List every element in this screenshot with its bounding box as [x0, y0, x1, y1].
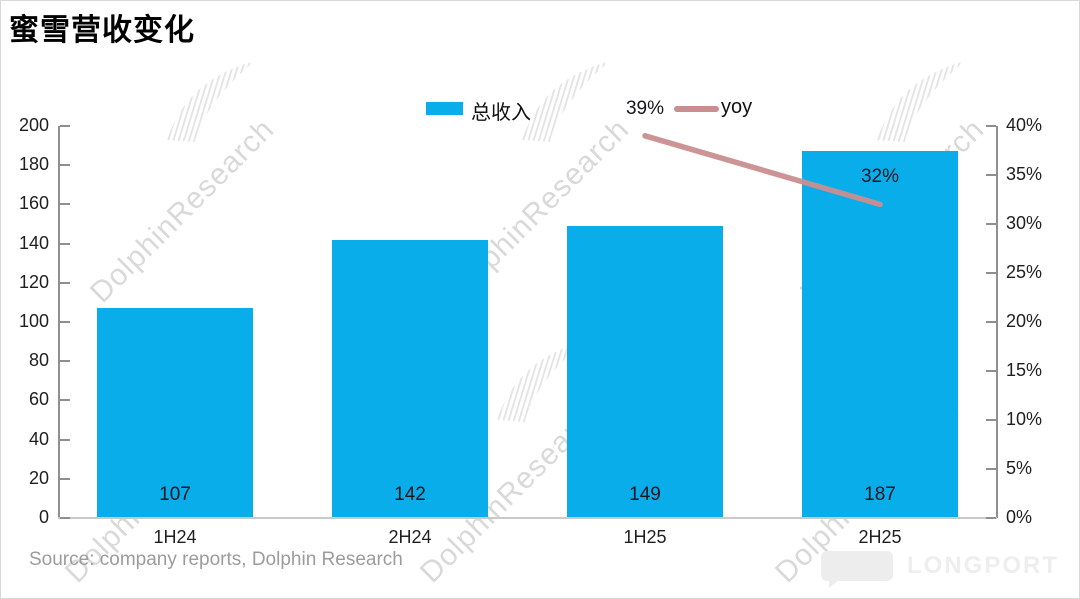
left-axis-tick	[60, 164, 70, 167]
left-axis-tick	[60, 203, 70, 206]
right-axis-tick-label: 35%	[1006, 164, 1043, 184]
left-axis-tick-label: 200	[18, 115, 49, 135]
bar-value-label: 142	[394, 484, 426, 505]
right-axis-tick-label: 10%	[1006, 409, 1043, 429]
left-axis-tick-label: 0	[38, 507, 49, 527]
left-axis-tick	[60, 438, 70, 441]
left-axis-tick-label: 100	[18, 311, 49, 331]
left-axis-tick-label: 120	[18, 271, 49, 292]
right-axis-tick-label: 30%	[1006, 213, 1043, 233]
x-axis-line	[58, 517, 997, 519]
right-axis-tick	[986, 419, 996, 421]
right-axis-tick-label: 25%	[1006, 262, 1043, 282]
legend-label-yoy: yoy	[721, 96, 753, 118]
bar-2H24	[332, 239, 488, 517]
bar-value-label: 107	[159, 484, 191, 505]
right-axis-tick-label: 0%	[1006, 507, 1033, 527]
right-axis-line	[996, 126, 998, 518]
left-axis-line	[58, 126, 60, 518]
x-axis-category-label: 1H24	[153, 527, 197, 547]
right-axis-tick-label: 5%	[1006, 458, 1033, 478]
right-axis-tick	[986, 468, 996, 470]
chart-title: 蜜雪营收变化	[9, 14, 195, 47]
x-axis-category-label: 1H25	[623, 527, 667, 547]
left-axis-tick-label: 60	[28, 389, 49, 410]
left-axis-tick	[60, 125, 70, 127]
longport-wordmark: LONGPORT	[907, 552, 1059, 579]
brand-logo: LONGPORT	[821, 551, 1059, 588]
bar-value-label: 187	[864, 484, 896, 505]
legend-bar-swatch-icon	[426, 102, 463, 115]
yoy-point-label: 32%	[860, 166, 900, 188]
left-axis-tick-label: 160	[18, 193, 49, 214]
longport-flag-icon	[821, 551, 893, 588]
left-axis-tick-label: 40	[28, 428, 49, 449]
source-note: Source: company reports, Dolphin Researc…	[29, 549, 403, 570]
bar-2H25	[802, 151, 958, 517]
left-axis-tick-label: 20	[28, 467, 49, 488]
left-axis-tick	[60, 477, 70, 480]
left-axis-tick	[60, 281, 70, 284]
bar-1H25	[567, 225, 723, 517]
left-axis-tick	[60, 242, 70, 245]
right-axis-tick	[986, 125, 996, 127]
watermark-text: DolphinResearch	[83, 112, 281, 310]
right-axis-tick	[986, 321, 996, 323]
x-axis-category-label: 2H25	[858, 527, 902, 547]
right-axis-tick-label: 40%	[1006, 115, 1043, 135]
right-axis-tick	[986, 223, 996, 225]
right-axis-tick-label: 15%	[1006, 360, 1043, 380]
left-axis-tick-label: 180	[18, 154, 49, 175]
left-axis-tick-label: 140	[18, 232, 49, 253]
left-axis-tick	[60, 517, 70, 519]
yoy-point-label: 39%	[625, 97, 665, 119]
right-axis-tick-label: 20%	[1006, 311, 1043, 331]
legend-label-revenue: 总收入	[471, 102, 531, 124]
x-axis-category-label: 2H24	[388, 527, 432, 547]
left-axis-tick	[60, 321, 70, 323]
right-axis-tick	[986, 174, 996, 176]
right-axis-tick	[986, 272, 996, 274]
legend-line-swatch-icon	[674, 106, 719, 112]
right-axis-tick	[986, 370, 996, 372]
left-axis-tick-label: 80	[28, 350, 49, 371]
left-axis-tick	[60, 360, 70, 363]
left-axis-tick	[60, 399, 70, 402]
bar-value-label: 149	[629, 484, 661, 505]
right-axis-tick	[986, 517, 996, 519]
